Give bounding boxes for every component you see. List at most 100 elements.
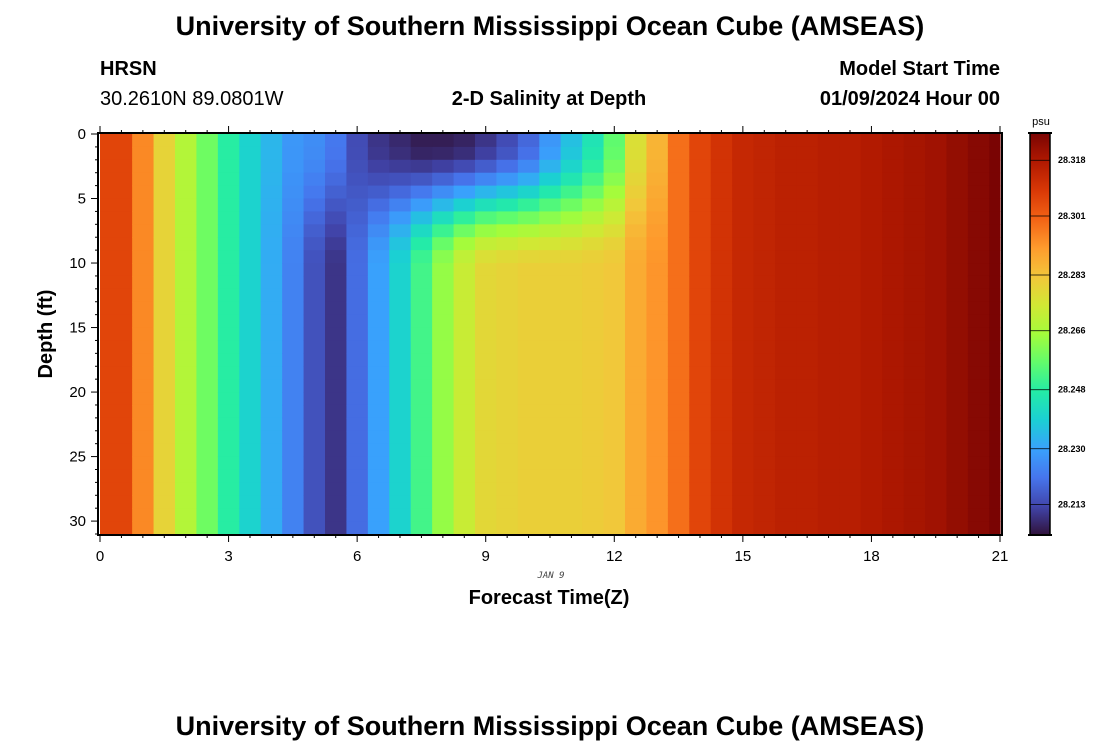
heatmap-cell — [732, 198, 755, 213]
heatmap-cell — [132, 172, 155, 187]
heatmap-cell — [260, 224, 283, 238]
heatmap-cell — [132, 353, 155, 367]
heatmap-cell — [175, 314, 198, 329]
colorbar-tick-label: 28.318 — [1058, 155, 1086, 165]
heatmap-cell — [346, 275, 369, 290]
heatmap-cell — [967, 224, 990, 238]
heatmap-cell — [303, 456, 326, 471]
heatmap-cell — [175, 224, 198, 238]
heatmap-cell — [796, 379, 819, 393]
heatmap-cell — [775, 211, 798, 225]
heatmap-cell — [839, 237, 862, 251]
heatmap-cell — [753, 521, 776, 535]
heatmap-cell — [367, 521, 390, 535]
heatmap-cell — [560, 327, 583, 342]
heatmap-cell — [432, 159, 455, 174]
y-tick-label: 20 — [69, 384, 86, 401]
heatmap-cell — [689, 443, 712, 458]
heatmap-cell — [100, 392, 133, 406]
heatmap-cell — [453, 482, 476, 496]
heatmap-cell — [860, 159, 883, 174]
heatmap-cell — [196, 263, 219, 277]
heatmap-cell — [153, 508, 176, 522]
heatmap-cell — [539, 288, 562, 303]
heatmap-cell — [367, 159, 390, 174]
heatmap-cell — [496, 172, 519, 187]
heatmap-cell — [860, 521, 883, 535]
heatmap-cell — [175, 134, 198, 148]
heatmap-cell — [967, 172, 990, 187]
heatmap-cell — [496, 134, 519, 148]
heatmap-cell — [153, 263, 176, 277]
heatmap-cell — [346, 301, 369, 316]
heatmap-cell — [517, 288, 540, 303]
heatmap-cell — [539, 211, 562, 225]
heatmap-cell — [667, 237, 690, 251]
heatmap-cell — [453, 327, 476, 342]
heatmap-cell — [303, 404, 326, 419]
heatmap-cell — [860, 288, 883, 303]
heatmap-cell — [582, 159, 605, 174]
heatmap-cell — [282, 263, 305, 277]
heatmap-cell — [775, 301, 798, 316]
heatmap-cell — [389, 417, 412, 432]
heatmap-cell — [817, 263, 840, 277]
heatmap-cell — [282, 237, 305, 251]
heatmap-cell — [967, 443, 990, 458]
heatmap-cell — [775, 417, 798, 432]
heatmap-cell — [560, 495, 583, 509]
heatmap-cell — [582, 495, 605, 509]
heatmap-cell — [582, 456, 605, 471]
heatmap-cell — [775, 443, 798, 458]
heatmap-cell — [689, 482, 712, 496]
heatmap-cell — [796, 430, 819, 445]
heatmap-cell — [625, 417, 648, 432]
heatmap-cell — [475, 301, 498, 316]
heatmap-cell — [260, 430, 283, 445]
colorbar-tick-label: 28.213 — [1058, 499, 1086, 509]
heatmap-cell — [260, 456, 283, 471]
heatmap-cell — [453, 340, 476, 354]
heatmap-cell — [710, 392, 733, 406]
heatmap — [100, 134, 1001, 535]
heatmap-cell — [303, 469, 326, 483]
heatmap-cell — [667, 224, 690, 238]
heatmap-cell — [539, 340, 562, 354]
heatmap-cell — [946, 134, 969, 148]
heatmap-cell — [882, 301, 905, 316]
heatmap-cell — [475, 237, 498, 251]
heatmap-cell — [239, 353, 262, 367]
heatmap-cell — [903, 185, 926, 200]
heatmap-cell — [732, 456, 755, 471]
heatmap-cell — [603, 314, 626, 329]
heatmap-cell — [989, 392, 1001, 406]
heatmap-cell — [260, 404, 283, 419]
heatmap-cell — [603, 288, 626, 303]
heatmap-cell — [260, 314, 283, 329]
heatmap-cell — [389, 456, 412, 471]
heatmap-cell — [560, 211, 583, 225]
heatmap-cell — [817, 417, 840, 432]
heatmap-cell — [710, 288, 733, 303]
heatmap-cell — [882, 508, 905, 522]
heatmap-cell — [946, 263, 969, 277]
heatmap-cell — [903, 353, 926, 367]
heatmap-cell — [496, 430, 519, 445]
heatmap-cell — [753, 379, 776, 393]
heatmap-cell — [175, 327, 198, 342]
heatmap-cell — [217, 301, 240, 316]
heatmap-cell — [239, 443, 262, 458]
heatmap-cell — [175, 250, 198, 264]
heatmap-cell — [517, 495, 540, 509]
heatmap-cell — [432, 430, 455, 445]
heatmap-cell — [389, 443, 412, 458]
heatmap-cell — [753, 495, 776, 509]
y-tick-label: 25 — [69, 449, 86, 466]
heatmap-cell — [132, 379, 155, 393]
heatmap-cell — [710, 224, 733, 238]
heatmap-cell — [175, 456, 198, 471]
heatmap-cell — [132, 301, 155, 316]
heatmap-cell — [689, 508, 712, 522]
x-axis: 0 3 6 9 12 15 18 21 — [96, 126, 1008, 565]
heatmap-cell — [282, 392, 305, 406]
